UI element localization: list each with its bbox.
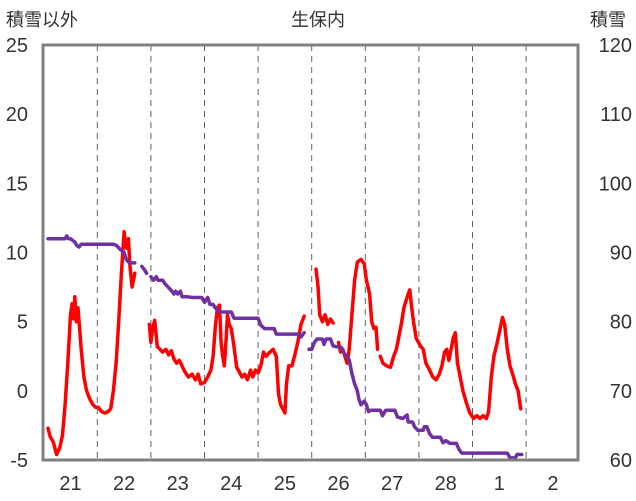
y-right-tick-label: 100	[599, 173, 632, 195]
y-axis-right-ticks: 60 70 80 90 100 110 120	[599, 35, 632, 472]
y-left-tick-label: 5	[17, 312, 28, 334]
gridlines	[96, 45, 527, 460]
y-left-tick-label: 25	[6, 35, 28, 57]
y-right-tick-label: 110	[600, 104, 632, 126]
y-right-tick-label: 60	[610, 450, 632, 472]
other-series-line	[314, 267, 335, 327]
x-tick-label: 1	[494, 473, 505, 495]
y-right-tick-label: 80	[610, 312, 632, 334]
y-right-tick-label: 90	[610, 243, 632, 265]
snow-depth-series-line	[149, 274, 306, 339]
y-left-tick-label: 10	[6, 243, 28, 265]
x-tick-label: 21	[59, 473, 81, 495]
x-tick-label: 2	[547, 473, 558, 495]
chart-title: 生保内	[291, 10, 345, 30]
x-tick-label: 24	[220, 473, 242, 495]
y-right-tick-label: 70	[610, 381, 632, 403]
x-tick-label: 26	[327, 473, 349, 495]
plot-series	[46, 229, 524, 460]
left-axis-title: 積雪以外	[6, 10, 78, 30]
snow-depth-series-line	[46, 234, 137, 265]
y-left-tick-label: 0	[17, 381, 28, 403]
y-left-tick-label: -5	[10, 450, 28, 472]
y-right-tick-label: 120	[599, 35, 632, 57]
snow-depth-series-line	[140, 264, 149, 276]
y-left-tick-label: 20	[6, 104, 28, 126]
x-axis-ticks: 21 22 23 24 25 26 27 28 1 2	[59, 473, 558, 495]
other-series-line	[336, 257, 380, 365]
x-tick-label: 23	[167, 473, 189, 495]
plot-frame	[41, 43, 580, 462]
x-tick-label: 25	[274, 473, 296, 495]
right-axis-title: 積雪	[590, 10, 626, 30]
other-series-line	[46, 229, 137, 457]
y-left-tick-label: 15	[6, 173, 28, 195]
x-tick-label: 28	[435, 473, 457, 495]
other-series-line	[378, 288, 523, 421]
other-series-line	[147, 303, 306, 415]
y-axis-left-ticks: -5 0 5 10 15 20 25	[6, 35, 28, 472]
x-tick-label: 27	[381, 473, 403, 495]
x-tick-label: 22	[113, 473, 135, 495]
snow-depth-series-line	[307, 337, 524, 460]
